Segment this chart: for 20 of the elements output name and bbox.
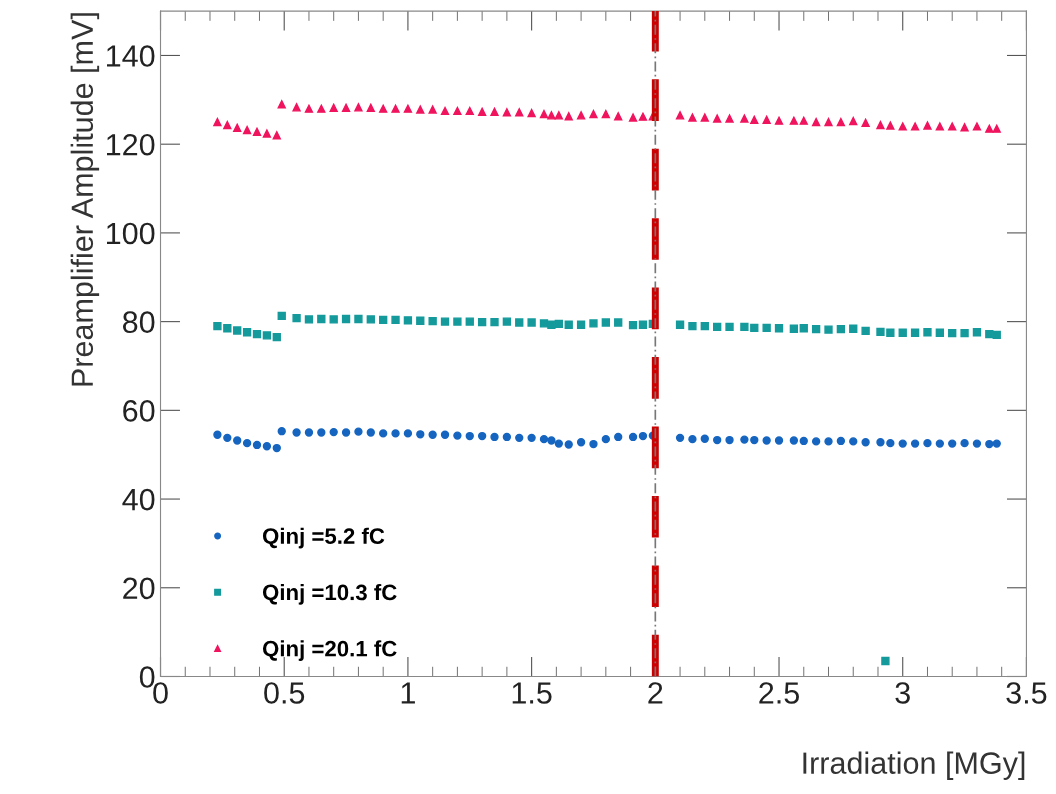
legend-label: Qinj =10.3 fC — [262, 583, 397, 605]
y-axis-title: Preamplifier Amplitude [mV] — [70, 13, 100, 386]
y-tick-label: 0 — [139, 666, 155, 688]
y-tick-label: 40 — [122, 488, 155, 511]
y-tick-label: 80 — [122, 311, 155, 333]
y-tick-label: 20 — [123, 577, 155, 600]
x-tick-label: 0.5 — [264, 682, 305, 704]
y-tick-label: 120 — [107, 133, 155, 156]
x-tick-label: 1.5 — [512, 682, 552, 704]
x-tick-label: 2.5 — [759, 682, 799, 704]
x-axis-title: Irradiation [MGy] — [803, 751, 1025, 780]
y-tick-label: 100 — [107, 222, 155, 245]
x-tick-label: 1 — [401, 682, 415, 704]
x-tick-label: 2 — [648, 682, 663, 704]
x-tick-label: 3 — [895, 682, 910, 704]
legend-label: Qinj =5.2 fC — [262, 527, 385, 549]
y-tick-label: 140 — [107, 45, 155, 67]
y-tick-label: 60 — [123, 400, 155, 422]
x-tick-label: 3.5 — [1006, 682, 1047, 704]
legend-label: Qinj =20.1 fC — [262, 640, 397, 661]
